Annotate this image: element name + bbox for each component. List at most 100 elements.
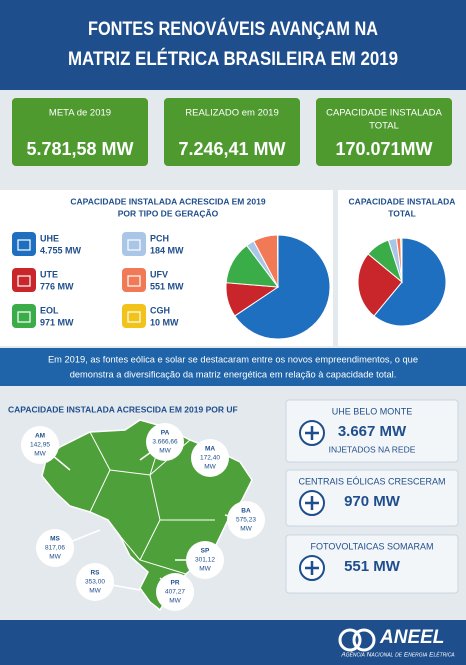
map-title: CAPACIDADE INSTALADA ACRESCIDA EM 2019 P… [8, 404, 238, 414]
chart-title: CAPACIDADE INSTALADA [349, 196, 456, 206]
map-label-uf: BA [241, 508, 251, 515]
chart-title: CAPACIDADE INSTALADA ACRESCIDA EM 2019 [70, 196, 265, 206]
legend-icon [12, 304, 36, 328]
footer-logo: ANEEL [379, 627, 444, 648]
map-label-unit: MW [199, 566, 211, 573]
map-label-value: 301,12 [195, 557, 215, 564]
map-label-unit: MW [49, 554, 61, 561]
legend-value: 10 MW [150, 317, 179, 327]
map-label-uf: PA [161, 430, 170, 437]
highlight-title: UHE BELO MONTE [332, 406, 413, 416]
legend-name: EOL [40, 305, 59, 315]
highlight-title: FOTOVOLTAICAS SOMARAM [310, 541, 433, 551]
legend-icon-detail [17, 239, 31, 251]
map-callout [156, 573, 194, 611]
legend-icon [12, 232, 36, 256]
card-value: 7.246,41 MW [178, 139, 285, 159]
chart-title: POR TIPO DE GERAÇÃO [118, 208, 219, 218]
legend-icon-detail [127, 275, 141, 287]
footer-subtitle: Agência Nacional de Energia Elétrica [340, 651, 455, 659]
map-label-value: 407,27 [165, 589, 185, 596]
map-label-value: 817,06 [45, 545, 65, 552]
plus-sign [305, 426, 319, 440]
highlight-value: 551 MW [344, 558, 401, 575]
title-line: MATRIZ ELÉTRICA BRASILEIRA EM 2019 [68, 48, 398, 70]
card-value: 5.781,58 MW [26, 139, 133, 159]
legend-value: 551 MW [150, 281, 184, 291]
highlight-title: CENTRAIS EÓLICAS CRESCERAM [298, 476, 445, 486]
highlight-box [285, 399, 459, 463]
legend-icon-detail [127, 311, 141, 323]
map-label-uf: SP [201, 548, 210, 555]
highlight-box [285, 534, 459, 594]
map-callout [21, 426, 59, 464]
map-label-unit: MW [204, 464, 216, 471]
legend-icon [122, 232, 146, 256]
header [0, 0, 466, 90]
banner [0, 348, 466, 386]
legend-value: 4.755 MW [40, 245, 82, 255]
legend-icon-detail [17, 275, 31, 287]
plus-sign [305, 496, 319, 510]
map-label-value: 353,00 [85, 579, 105, 586]
highlight-value: 3.667 MW [338, 423, 407, 440]
highlight-value: 970 MW [344, 493, 401, 510]
legend-icon-detail [127, 239, 141, 251]
map-label-value: 142,95 [30, 442, 50, 449]
chart-title: TOTAL [388, 208, 416, 218]
legend-value: 971 MW [40, 317, 74, 327]
legend-value: 776 MW [40, 281, 74, 291]
legend-name: UHE [40, 233, 59, 243]
map-label-uf: MS [50, 536, 60, 543]
card-label: TOTAL [369, 121, 399, 132]
footer-logo-icon [338, 628, 376, 652]
map-label-uf: MA [205, 446, 215, 453]
title-line: FONTES RENOVÁVEIS AVANÇAM NA [88, 18, 378, 40]
map-label-uf: AM [35, 433, 45, 440]
map-label-value: 172,40 [200, 455, 220, 462]
legend-name: UTE [40, 269, 58, 279]
banner-text: Em 2019, as fontes eólica e solar se des… [48, 354, 418, 364]
pie-slice [357, 253, 403, 317]
legend-name: PCH [150, 233, 169, 243]
map-label-unit: MW [89, 588, 101, 595]
legend-name: UFV [150, 269, 168, 279]
map-callout [146, 423, 184, 461]
pie-slice [373, 237, 447, 327]
legend-icon [122, 268, 146, 292]
map-label-value: 3.666,66 [152, 439, 178, 446]
map-label-unit: MW [34, 451, 46, 458]
card-label: META de 2019 [49, 108, 111, 119]
map-callout [36, 529, 74, 567]
map-callout [186, 541, 224, 579]
card [12, 98, 148, 166]
map-label-unit: MW [240, 526, 252, 533]
footer [0, 620, 466, 665]
legend-value: 184 MW [150, 245, 184, 255]
legend-icon [12, 268, 36, 292]
map-label-unit: MW [159, 448, 171, 455]
legend-icon-detail [17, 311, 31, 323]
map-label-uf: PR [170, 580, 179, 587]
map-label-value: 575,23 [236, 517, 256, 524]
legend-name: CGH [150, 305, 170, 315]
card [164, 98, 300, 166]
map-callout [191, 439, 229, 477]
plus-sign [305, 561, 319, 575]
legend-icon [122, 304, 146, 328]
card-label: REALIZADO em 2019 [185, 108, 278, 119]
map-label-unit: MW [169, 598, 181, 605]
highlight-box [285, 469, 459, 527]
map-callout [76, 563, 114, 601]
card [316, 98, 452, 166]
pie-slice [400, 237, 403, 283]
map-callout [227, 501, 265, 539]
banner-text: demonstra a diversificação da matriz ene… [70, 369, 397, 379]
card-label: CAPACIDADE INSTALADA [326, 108, 442, 119]
map-label-uf: RS [90, 570, 100, 577]
highlight-note: INJETADOS NA REDE [329, 444, 416, 454]
pie-slice [234, 234, 331, 340]
card-value: 170.071MW [335, 139, 432, 159]
